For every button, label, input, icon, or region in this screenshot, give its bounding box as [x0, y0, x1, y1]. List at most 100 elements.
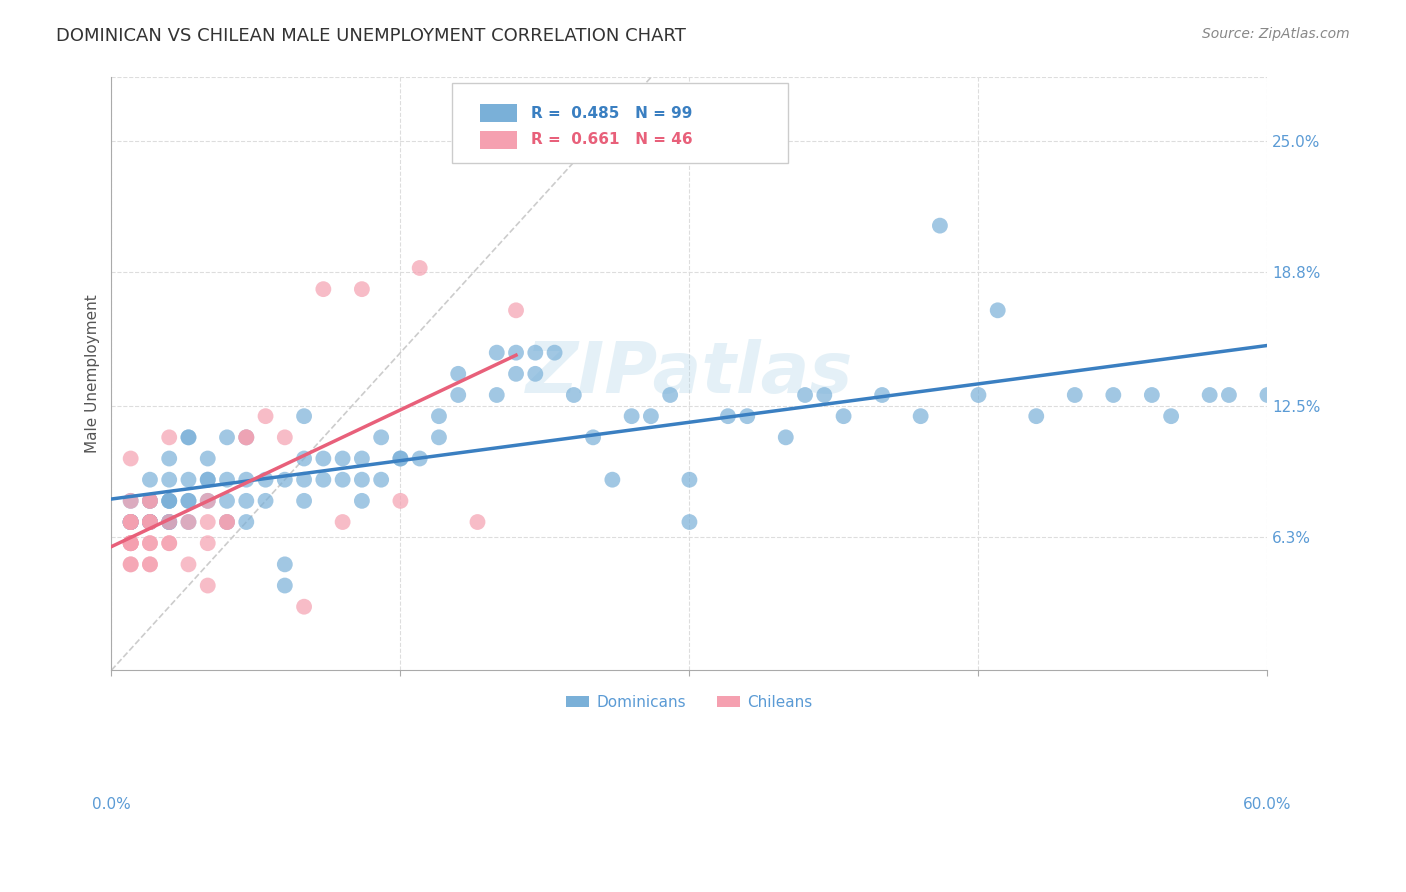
Point [139, 515, 162, 529]
Y-axis label: Male Unemployment: Male Unemployment [86, 294, 100, 453]
Point [139, 493, 162, 508]
Point [177, 493, 200, 508]
Point [794, 388, 817, 402]
Point [139, 558, 162, 572]
Point [235, 515, 257, 529]
Point [505, 345, 527, 359]
Point [427, 430, 450, 444]
Point [120, 515, 142, 529]
Point [120, 558, 142, 572]
Point [678, 515, 700, 529]
Point [524, 367, 547, 381]
Point [177, 430, 200, 444]
Point [120, 536, 142, 550]
Point [1102, 388, 1125, 402]
Point [215, 515, 238, 529]
Point [409, 451, 432, 466]
Point [1256, 388, 1278, 402]
Point [409, 260, 432, 275]
Point [292, 473, 315, 487]
Point [139, 515, 162, 529]
Point [157, 430, 180, 444]
Point [139, 536, 162, 550]
Point [157, 451, 180, 466]
Point [447, 388, 470, 402]
Point [543, 345, 565, 359]
Point [235, 430, 257, 444]
Point [312, 282, 335, 296]
Point [139, 515, 162, 529]
Point [177, 515, 200, 529]
Point [120, 536, 142, 550]
Point [292, 451, 315, 466]
Point [215, 515, 238, 529]
Point [350, 451, 373, 466]
Point [274, 473, 297, 487]
Point [312, 473, 335, 487]
Point [177, 473, 200, 487]
Point [157, 536, 180, 550]
Point [139, 515, 162, 529]
Point [197, 473, 219, 487]
Point [120, 493, 142, 508]
Point [427, 409, 450, 424]
Point [447, 367, 470, 381]
Point [350, 282, 373, 296]
Text: 60.0%: 60.0% [1243, 797, 1292, 813]
Point [235, 493, 257, 508]
Point [910, 409, 932, 424]
Point [197, 473, 219, 487]
Point [332, 515, 354, 529]
Point [602, 473, 624, 487]
Point [582, 430, 605, 444]
Point [292, 493, 315, 508]
Point [120, 515, 142, 529]
Point [332, 473, 354, 487]
Point [157, 515, 180, 529]
Point [717, 409, 740, 424]
Point [485, 388, 508, 402]
Point [139, 515, 162, 529]
Point [620, 409, 643, 424]
Point [389, 451, 412, 466]
Point [274, 558, 297, 572]
Point [775, 430, 797, 444]
Point [640, 409, 662, 424]
Point [292, 409, 315, 424]
Point [678, 473, 700, 487]
Text: Source: ZipAtlas.com: Source: ZipAtlas.com [1202, 27, 1350, 41]
Point [1063, 388, 1085, 402]
Point [120, 515, 142, 529]
Point [254, 473, 277, 487]
Point [659, 388, 682, 402]
Point [274, 430, 297, 444]
Point [235, 430, 257, 444]
Text: R =  0.485   N = 99: R = 0.485 N = 99 [531, 105, 692, 120]
Point [235, 430, 257, 444]
Point [197, 451, 219, 466]
Point [120, 558, 142, 572]
Point [157, 473, 180, 487]
Point [120, 515, 142, 529]
Point [177, 430, 200, 444]
Point [139, 493, 162, 508]
Point [370, 473, 392, 487]
Point [120, 536, 142, 550]
Point [735, 409, 758, 424]
Point [139, 515, 162, 529]
Point [254, 493, 277, 508]
Point [197, 515, 219, 529]
Point [350, 473, 373, 487]
Point [139, 473, 162, 487]
Point [813, 388, 835, 402]
Point [139, 493, 162, 508]
Point [157, 515, 180, 529]
Point [177, 558, 200, 572]
Point [120, 515, 142, 529]
Point [139, 558, 162, 572]
Point [987, 303, 1010, 318]
Point [929, 219, 952, 233]
Legend: Dominicans, Chileans: Dominicans, Chileans [560, 689, 818, 716]
Point [197, 493, 219, 508]
Point [312, 451, 335, 466]
